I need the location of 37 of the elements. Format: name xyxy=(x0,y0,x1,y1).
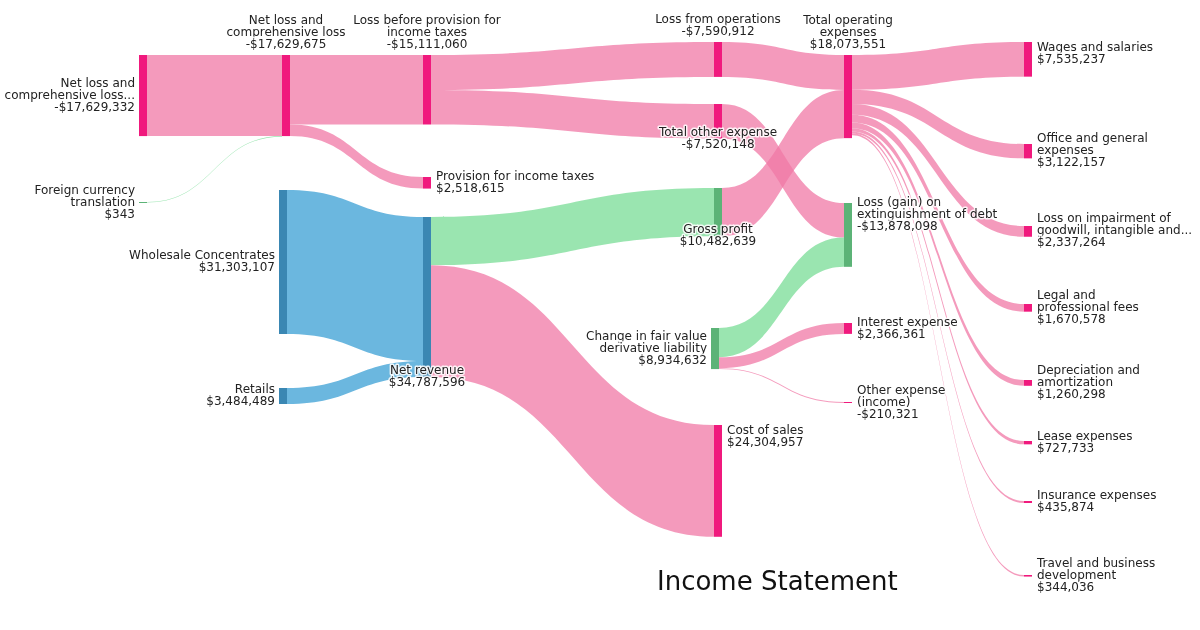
category-label: Other expense (income) xyxy=(857,382,946,409)
category-label: Loss (gain) on extinguishment of debt xyxy=(857,195,998,222)
data-label: $10,482,639 xyxy=(679,234,757,249)
data-label: $34,787,596 xyxy=(388,375,466,390)
data-label: $31,303,107 xyxy=(198,260,275,275)
data-label: $727,733 xyxy=(1037,440,1095,455)
category-label: Net loss and comprehensive loss... xyxy=(4,75,135,102)
data-label: $1,260,298 xyxy=(1037,387,1106,402)
data-label: -$17,629,675 xyxy=(245,37,327,52)
data-label: -$13,878,098 xyxy=(857,219,938,234)
category-label: Net loss and comprehensive loss xyxy=(226,13,346,40)
category-label: Travel and business development xyxy=(1036,555,1156,582)
data-label: $24,304,957 xyxy=(727,435,804,450)
data-label: -$210,321 xyxy=(857,406,919,421)
data-label: -$17,629,332 xyxy=(54,99,135,114)
data-label: $7,535,237 xyxy=(1037,52,1106,67)
data-label: $1,670,578 xyxy=(1037,311,1106,326)
category-label: Loss on impairment of goodwill, intangible and... xyxy=(1037,211,1193,238)
category-label: Change in fair value derivative liability xyxy=(586,328,707,355)
data-label: $2,337,264 xyxy=(1037,235,1106,250)
data-label: $343 xyxy=(104,206,135,221)
data-label: $18,073,551 xyxy=(809,37,887,52)
data-label: $3,122,157 xyxy=(1037,155,1106,170)
data-label: -$15,111,060 xyxy=(386,37,468,52)
category-label: Office and general expenses xyxy=(1037,131,1148,158)
data-label: $435,874 xyxy=(1037,500,1095,515)
category-label: Legal and professional fees xyxy=(1037,287,1139,314)
category-label: Foreign currency translation xyxy=(34,182,135,209)
data-label: $3,484,489 xyxy=(206,394,275,409)
category-label: Retails xyxy=(234,382,275,397)
category-label: Interest expense xyxy=(857,314,958,329)
data-label: $2,518,615 xyxy=(436,180,505,195)
data-label: -$7,590,912 xyxy=(681,24,755,39)
category-label: Wages and salaries xyxy=(1037,40,1154,55)
category-label: Provision for income taxes xyxy=(436,168,595,183)
category-label: Lease expenses xyxy=(1037,428,1133,443)
text: Income Statement xyxy=(657,565,898,596)
